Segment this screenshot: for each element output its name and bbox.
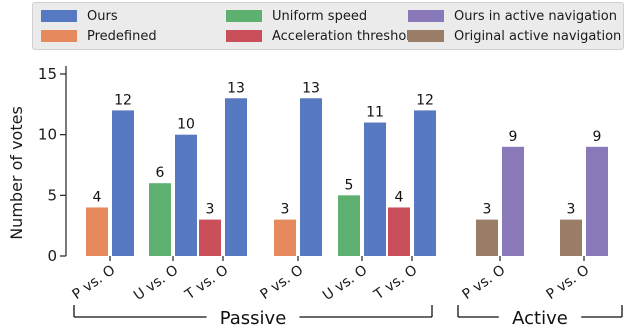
group-label-passive: Passive	[220, 308, 287, 329]
x-tick-label: P vs. O	[257, 262, 306, 303]
group-label-active: Active	[512, 308, 568, 329]
y-tick-label: 0	[47, 247, 57, 265]
legend-item: Uniform speed	[226, 7, 367, 25]
bar-value-label: 3	[206, 202, 215, 218]
legend-swatch	[41, 10, 77, 22]
legend-item: Acceleration threshold	[226, 27, 418, 45]
bar-value-label: 9	[509, 129, 518, 145]
legend-swatch	[408, 10, 444, 22]
bar-value-label: 5	[345, 177, 354, 193]
x-tick-label: P vs. O	[459, 262, 508, 303]
y-tick-label: 10	[38, 126, 57, 144]
legend-swatch	[41, 30, 77, 42]
legend-swatch	[408, 30, 444, 42]
x-tick-label: T vs. O	[371, 262, 421, 304]
bar-value-label: 11	[366, 105, 384, 121]
bar-passive-1-ours	[112, 110, 134, 257]
bar-passive-1-baseline	[86, 207, 108, 256]
bar-value-label: 3	[567, 202, 576, 218]
bar-active-1-ours	[502, 146, 524, 256]
x-tick-label: P vs. O	[69, 262, 118, 303]
y-tick-label: 5	[47, 186, 57, 204]
bar-passive-6-baseline	[388, 207, 410, 256]
bar-value-label: 13	[302, 80, 320, 96]
bar-active-2-ours	[586, 146, 608, 256]
bar-value-label: 12	[416, 92, 434, 108]
bar-value-label: 9	[593, 129, 602, 145]
legend-item: Ours	[41, 7, 118, 25]
bar-passive-5-ours	[364, 122, 386, 257]
bar-value-label: 6	[156, 165, 165, 181]
x-tick-label: U vs. O	[131, 262, 181, 304]
bar-value-label: 12	[114, 92, 132, 108]
bar-value-label: 4	[93, 189, 102, 205]
bar-value-label: 3	[483, 202, 492, 218]
x-tick-label: T vs. O	[182, 262, 232, 304]
legend-label: Ours	[87, 8, 118, 24]
bar-value-label: 10	[177, 117, 195, 133]
legend-item: Ours in active navigation	[408, 7, 617, 25]
bar-passive-4-baseline	[274, 219, 296, 256]
x-tick-label: U vs. O	[320, 262, 370, 304]
bar-active-2-baseline	[560, 219, 582, 256]
legend-item: Original active navigation	[408, 27, 621, 45]
bar-passive-3-baseline	[199, 219, 221, 256]
x-tick-label: P vs. O	[543, 262, 592, 303]
legend-item: Predefined	[41, 27, 157, 45]
bar-passive-4-ours	[300, 98, 322, 257]
chart-legend: Ours Predefined Uniform speed Acceleration …	[32, 2, 624, 50]
legend-label: Acceleration threshold	[272, 28, 419, 44]
bar-value-label: 3	[281, 202, 290, 218]
legend-label: Ours in active navigation	[454, 8, 617, 24]
y-tick-label: 15	[38, 65, 57, 83]
legend-label: Uniform speed	[272, 8, 368, 24]
bar-passive-2-baseline	[149, 183, 171, 256]
bar-passive-3-ours	[225, 98, 247, 257]
bar-passive-6-ours	[414, 110, 436, 257]
legend-swatch	[226, 30, 262, 42]
legend-swatch	[226, 10, 262, 22]
bar-value-label: 13	[227, 80, 245, 96]
legend-label: Original active navigation	[454, 28, 622, 44]
legend-label: Predefined	[87, 28, 157, 44]
bar-passive-5-baseline	[338, 195, 360, 256]
bar-value-label: 4	[395, 189, 404, 205]
bar-passive-2-ours	[175, 134, 197, 256]
y-axis-label: Number of votes	[7, 106, 26, 240]
bar-active-1-baseline	[476, 219, 498, 256]
